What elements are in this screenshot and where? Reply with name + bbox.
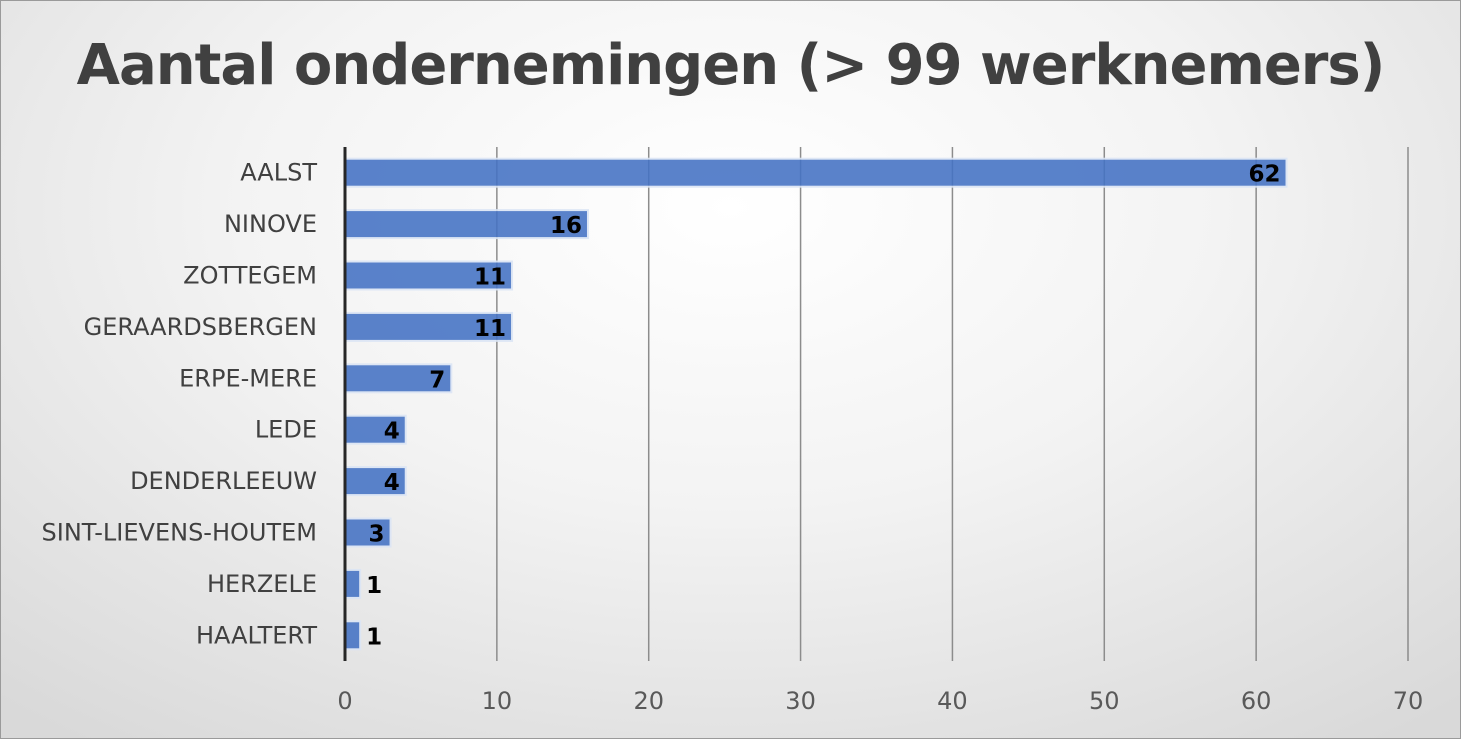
bar-herzele: [344, 568, 362, 599]
category-label-zottegem: ZOTTEGEM: [183, 262, 317, 290]
bar-aalst: [344, 157, 1288, 188]
data-label-ninove: 16: [550, 213, 582, 239]
x-tick-label-60: 60: [1241, 687, 1272, 715]
category-label-aalst: AALST: [240, 159, 317, 187]
data-label-geraardsbergen: 11: [474, 316, 506, 342]
data-label-denderleeuw: 4: [384, 470, 400, 496]
data-label-lede: 4: [384, 419, 400, 445]
x-tick-label-40: 40: [937, 687, 968, 715]
bar-ninove: [344, 209, 589, 240]
category-label-herzele: HERZELE: [207, 570, 317, 598]
x-tick-label-50: 50: [1089, 687, 1120, 715]
data-label-haaltert: 1: [366, 624, 382, 650]
x-tick-label-20: 20: [633, 687, 664, 715]
x-tick-label-0: 0: [337, 687, 352, 715]
category-label-sint-lievens-houtem: SINT-LIEVENS-HOUTEM: [42, 519, 317, 547]
data-label-erpe-mere: 7: [429, 367, 445, 393]
category-label-lede: LEDE: [255, 416, 317, 444]
data-label-aalst: 62: [1248, 162, 1280, 188]
bar-haaltert: [344, 620, 362, 651]
category-label-ninove: NINOVE: [224, 210, 317, 238]
category-label-geraardsbergen: GERAARDSBERGEN: [84, 313, 317, 341]
data-label-herzele: 1: [366, 573, 382, 599]
x-tick-label-30: 30: [785, 687, 816, 715]
category-label-denderleeuw: DENDERLEEUW: [130, 467, 317, 495]
category-label-haaltert: HAALTERT: [196, 621, 317, 649]
x-tick-label-10: 10: [482, 687, 513, 715]
category-label-erpe-mere: ERPE-MERE: [179, 364, 317, 392]
x-tick-label-70: 70: [1393, 687, 1424, 715]
data-label-sint-lievens-houtem: 3: [369, 522, 385, 548]
chart-title: Aantal ondernemingen (> 99 werknemers): [76, 33, 1386, 98]
data-label-zottegem: 11: [474, 265, 506, 291]
